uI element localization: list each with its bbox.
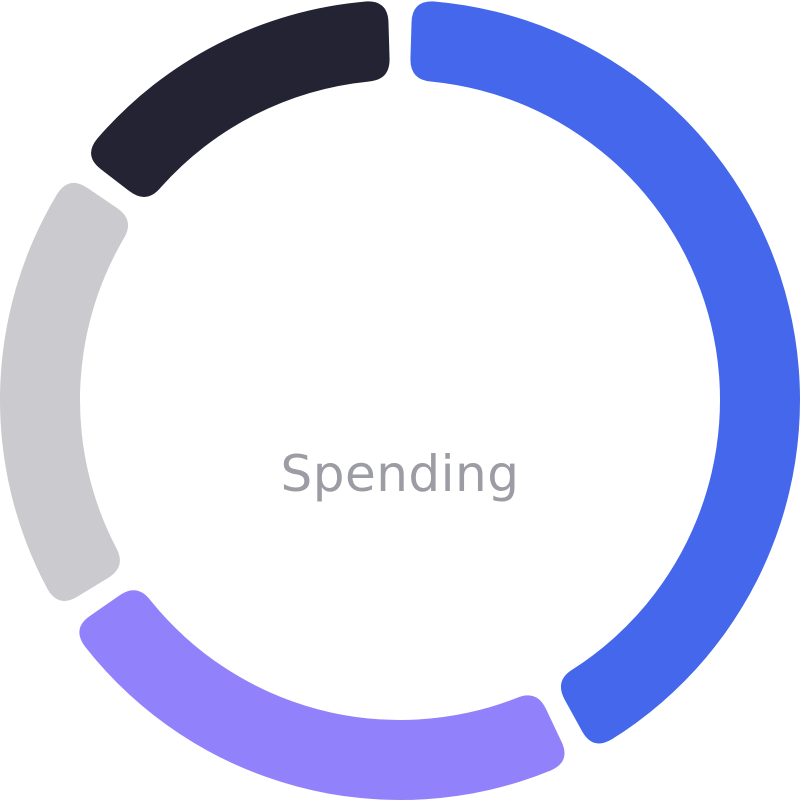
donut-slice-2 — [79, 590, 565, 800]
donut-slice-4 — [91, 1, 390, 198]
donut-slice-1 — [410, 1, 800, 744]
chart-center-label: Spending — [280, 445, 520, 503]
donut-slice-3 — [0, 182, 129, 601]
